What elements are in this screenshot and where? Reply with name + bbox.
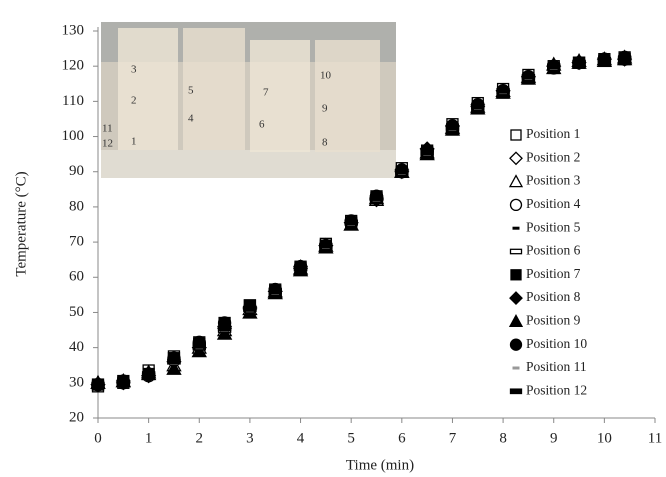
marker	[597, 56, 612, 63]
x-tick-label: 9	[550, 430, 558, 446]
legend-marker	[510, 269, 522, 281]
marker	[192, 343, 206, 349]
inset-label: 3	[131, 64, 137, 76]
legend-marker	[509, 198, 523, 212]
x-tick-label: 4	[297, 430, 305, 446]
x-tick-label: 7	[449, 430, 457, 446]
marker	[167, 358, 181, 365]
inset-label: 1	[131, 136, 137, 148]
y-tick-label: 80	[69, 198, 84, 214]
marker	[91, 381, 105, 388]
legend-marker	[509, 151, 523, 166]
x-tick-label: 1	[145, 430, 153, 446]
y-tick-label: 110	[62, 93, 84, 109]
legend-marker	[508, 314, 524, 328]
legend-marker	[509, 338, 523, 351]
marker	[521, 73, 536, 80]
y-tick-label: 40	[69, 339, 84, 355]
marker	[116, 379, 131, 386]
legend-label: Position 8	[526, 289, 581, 304]
legend-marker	[509, 248, 523, 255]
legend-label: Position 2	[526, 149, 580, 164]
inset-label: 4	[188, 113, 194, 125]
marker	[141, 372, 156, 379]
marker	[216, 325, 233, 340]
marker	[471, 103, 485, 110]
inset-label: 9	[322, 103, 328, 115]
x-tick-label: 8	[499, 430, 507, 446]
marker	[293, 265, 308, 272]
inset-label: 2	[131, 95, 137, 107]
marker	[369, 195, 384, 201]
inset-photo	[101, 22, 396, 178]
y-tick-label: 70	[69, 234, 84, 250]
marker	[395, 168, 409, 175]
inset-label: 11	[102, 123, 113, 135]
y-tick-label: 30	[69, 374, 84, 390]
legend-marker	[512, 366, 520, 370]
marker	[217, 325, 232, 332]
marker	[572, 59, 586, 66]
x-tick-label: 6	[398, 430, 406, 446]
y-tick-label: 60	[69, 269, 84, 285]
x-axis-label: Time (min)	[346, 457, 414, 473]
y-tick-label: 50	[69, 304, 84, 320]
legend-marker	[512, 226, 520, 230]
x-tick-label: 11	[648, 430, 662, 446]
legend-label: Position 9	[526, 312, 581, 327]
y-tick-label: 130	[62, 22, 85, 38]
legend-label: Position 5	[526, 219, 581, 234]
marker	[243, 306, 257, 312]
y-tick-label: 90	[69, 163, 84, 179]
legend-marker	[509, 291, 523, 306]
marker	[344, 219, 358, 226]
legend-label: Position 7	[526, 266, 581, 281]
inset-label: 7	[263, 87, 269, 99]
y-tick-label: 20	[69, 409, 84, 425]
marker	[496, 87, 510, 94]
x-tick-label: 3	[246, 430, 254, 446]
marker	[191, 343, 207, 358]
legend-label: Position 10	[526, 336, 587, 351]
marker	[319, 242, 333, 249]
marker	[547, 63, 561, 70]
y-axis-label: Temperature (°C)	[13, 171, 29, 276]
legend-label: Position 12	[526, 382, 587, 397]
legend-label: Position 11	[526, 359, 587, 374]
y-tick-label: 100	[62, 128, 85, 144]
x-tick-label: 5	[347, 430, 355, 446]
legend-marker	[510, 129, 522, 141]
inset-label: 10	[320, 70, 332, 82]
inset-label: 5	[188, 85, 194, 97]
marker	[420, 149, 434, 156]
marker	[617, 55, 632, 62]
legend-marker	[508, 174, 524, 188]
marker	[268, 288, 282, 295]
x-tick-label: 10	[597, 430, 612, 446]
x-tick-label: 2	[196, 430, 204, 446]
inset-label: 6	[259, 119, 265, 131]
legend-label: Position 1	[526, 126, 580, 141]
legend-label: Position 4	[526, 196, 581, 211]
legend-marker	[509, 388, 523, 395]
inset-label: 12	[102, 138, 113, 150]
legend-label: Position 3	[526, 173, 581, 188]
inset-label: 8	[322, 137, 328, 149]
marker	[445, 124, 460, 131]
y-tick-label: 120	[62, 58, 85, 74]
legend-label: Position 6	[526, 243, 581, 258]
marker	[166, 360, 182, 375]
x-tick-label: 0	[94, 430, 102, 446]
